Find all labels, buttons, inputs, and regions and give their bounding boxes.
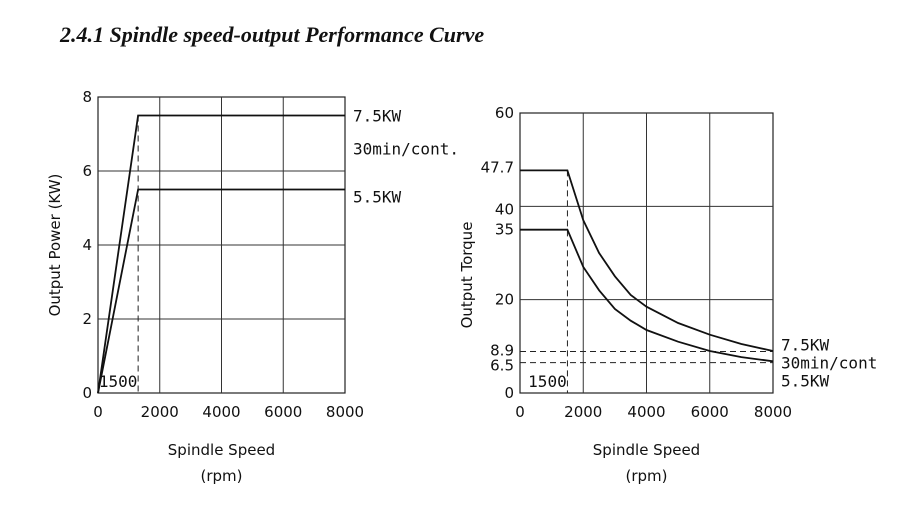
power-x-axis-unit: (rpm): [200, 467, 242, 485]
power-y-tick-label: 6: [82, 162, 92, 180]
torque-y-tick-label: 0: [504, 384, 514, 402]
power-base-speed-label: 1500: [99, 372, 138, 391]
torque-x-axis-label: Spindle Speed: [593, 441, 700, 459]
power-x-tick-label: 8000: [326, 403, 364, 421]
power-series-line-2: [97, 188, 345, 394]
torque-x-tick-label: 0: [515, 403, 525, 421]
torque-annotation-7-5kw: 7.5KW: [781, 335, 830, 354]
torque-y-tick-label: 60: [495, 104, 514, 122]
torque-x-tick-label: 2000: [564, 403, 602, 421]
power-x-tick-label: 2000: [141, 403, 179, 421]
power-y-tick-label: 8: [82, 88, 92, 106]
torque-annotation-30min: 30min/cont: [781, 353, 877, 372]
power-y-tick-label: 4: [82, 236, 92, 254]
power-annotation-7-5kw: 7.5KW: [353, 107, 402, 126]
torque-series-line-1: [520, 169, 774, 352]
torque-x-tick-label: 4000: [627, 403, 665, 421]
torque-base-speed-label: 1500: [528, 372, 567, 391]
power-x-tick-label: 4000: [202, 403, 240, 421]
torque-x-tick-label: 6000: [691, 403, 729, 421]
power-x-tick-label: 0: [93, 403, 103, 421]
section-heading: 2.4.1 Spindle speed-output Performance C…: [60, 22, 485, 47]
power-annotation-5-5kw: 5.5KW: [353, 188, 402, 207]
power-series-line-1: [97, 114, 345, 394]
power-y-axis-label: Output Power (KW): [46, 174, 64, 317]
power-x-axis-label: Spindle Speed: [168, 441, 275, 459]
torque-annotation-5-5kw: 5.5KW: [781, 371, 830, 390]
torque-y-tick-label: 6.5: [490, 357, 514, 375]
power-x-tick-label: 6000: [264, 403, 302, 421]
torque-y-tick-label: 20: [495, 291, 514, 309]
torque-x-axis-unit: (rpm): [625, 467, 667, 485]
power-y-tick-label: 2: [82, 310, 92, 328]
power-annotation-30min: 30min/cont.: [353, 140, 459, 159]
torque-x-tick-label: 8000: [754, 403, 792, 421]
power-y-tick-label: 0: [82, 384, 92, 402]
torque-y-tick-label: 40: [495, 200, 514, 218]
torque-series-line-2: [520, 228, 774, 363]
torque-y-axis-label: Output Torque: [458, 222, 476, 329]
torque-y-tick-label: 47.7: [481, 158, 514, 176]
torque-y-tick-label: 8.9: [490, 341, 514, 359]
torque-y-tick-label: 35: [495, 221, 514, 239]
